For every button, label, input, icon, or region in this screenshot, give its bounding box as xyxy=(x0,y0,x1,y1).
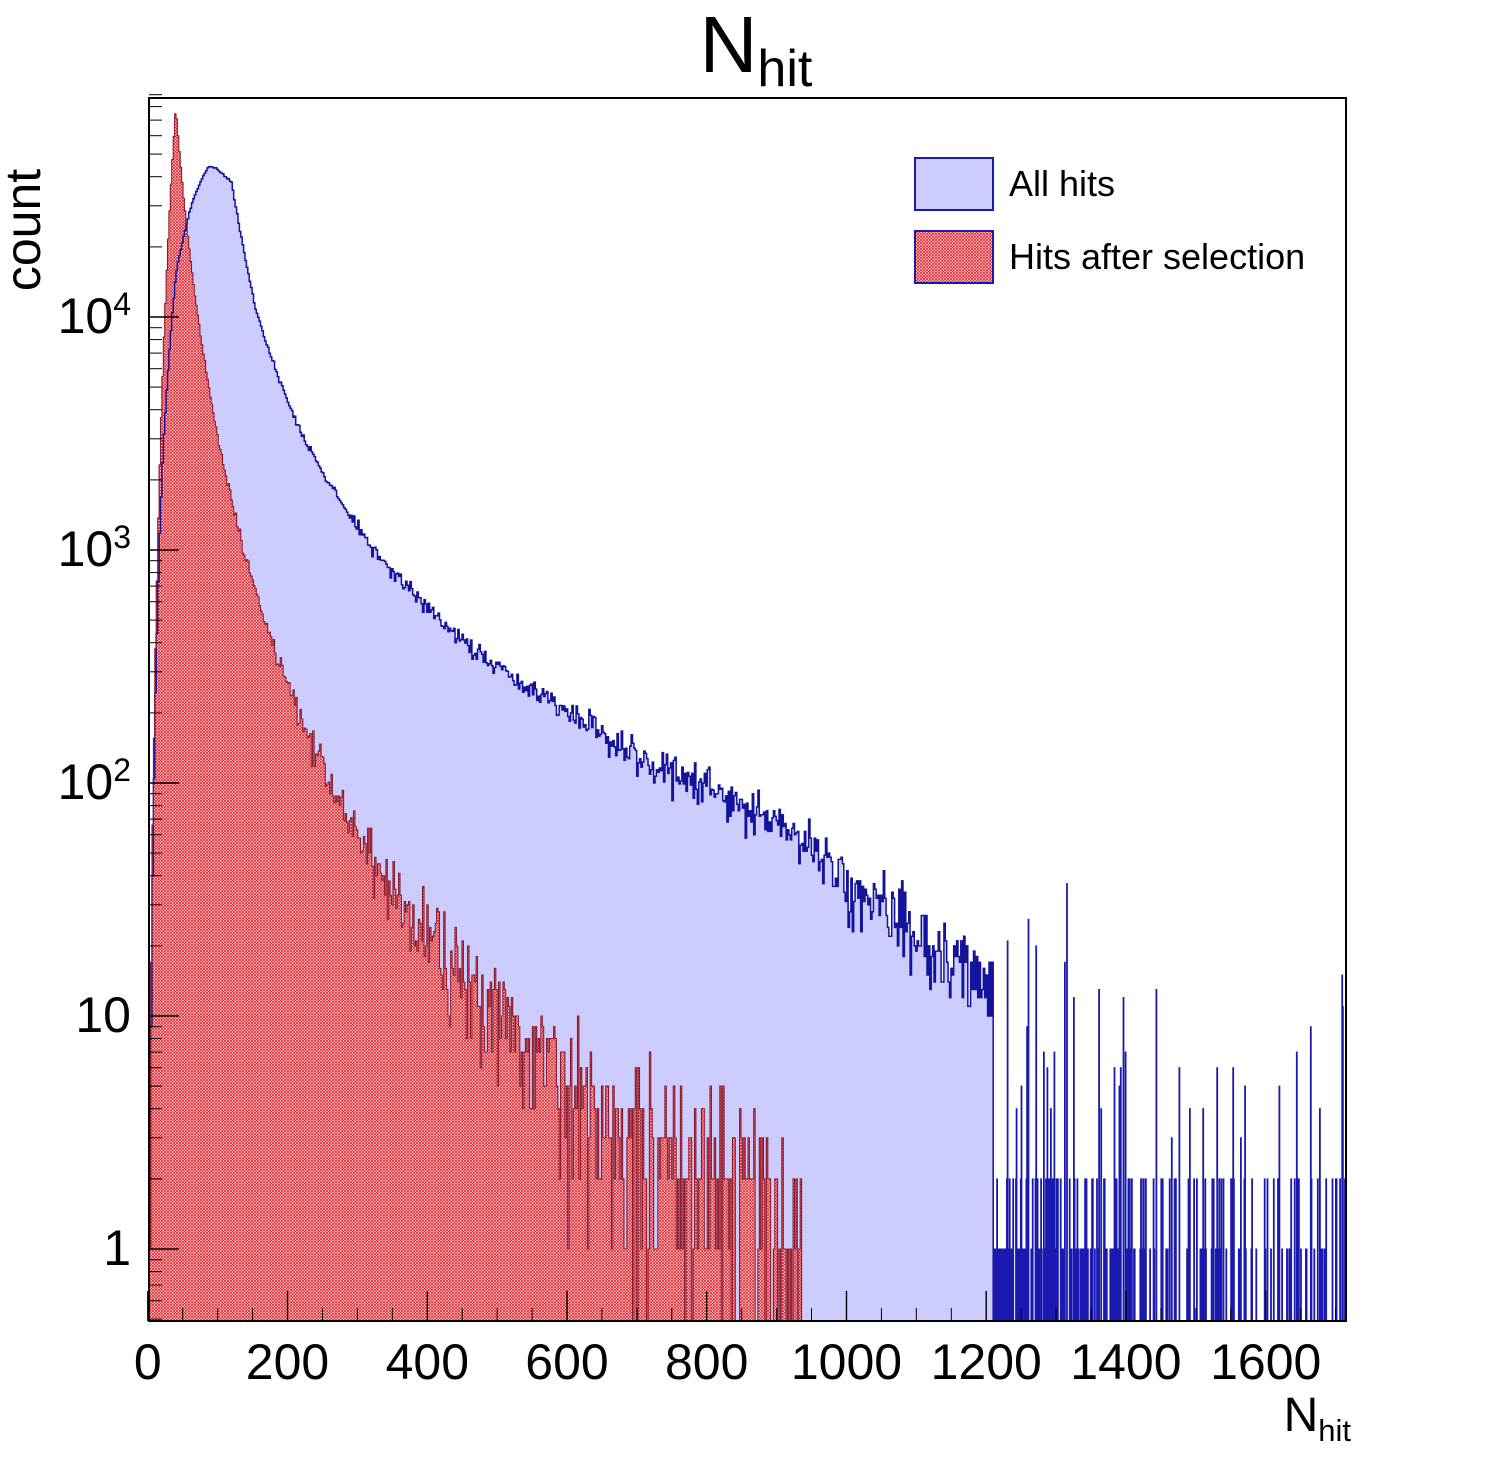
svg-text:0: 0 xyxy=(134,1334,162,1390)
svg-text:1200: 1200 xyxy=(931,1334,1042,1390)
svg-text:1000: 1000 xyxy=(791,1334,902,1390)
svg-text:800: 800 xyxy=(665,1334,748,1390)
svg-text:10: 10 xyxy=(75,987,131,1043)
svg-text:All hits: All hits xyxy=(1009,163,1115,204)
svg-text:600: 600 xyxy=(525,1334,608,1390)
svg-text:200: 200 xyxy=(246,1334,329,1390)
svg-text:Hits after selection: Hits after selection xyxy=(1009,236,1305,277)
svg-text:1600: 1600 xyxy=(1210,1334,1321,1390)
svg-text:1400: 1400 xyxy=(1070,1334,1181,1390)
svg-text:1: 1 xyxy=(103,1220,131,1276)
svg-text:400: 400 xyxy=(386,1334,469,1390)
svg-text:count: count xyxy=(0,169,51,291)
